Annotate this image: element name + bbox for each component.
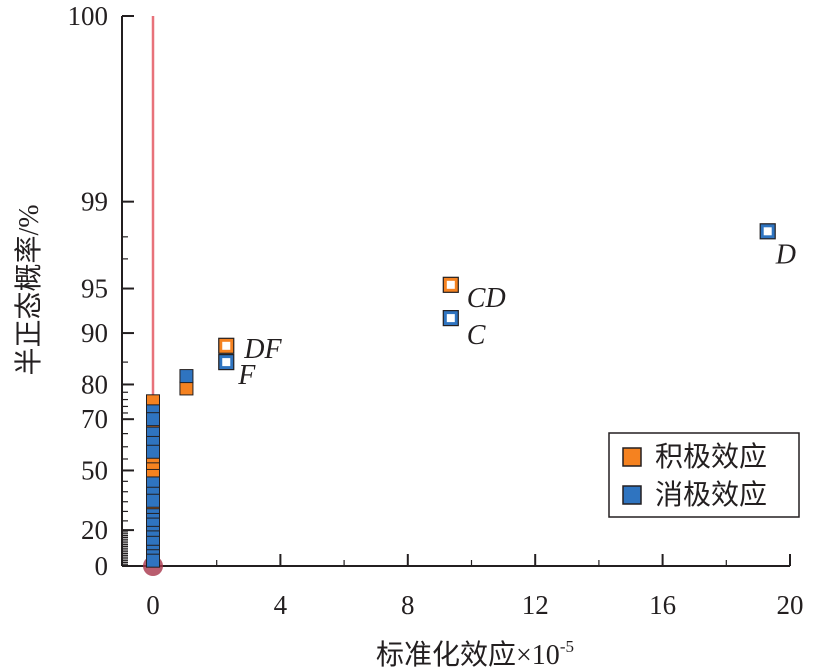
y-tick-label: 20 — [81, 515, 108, 545]
data-point-inner — [446, 280, 455, 289]
x-axis-title-text: 标准化效应 — [376, 639, 516, 671]
axes: 0 20 50 70 80 90 95 99 100 0 4 8 12 16 20 — [68, 1, 804, 620]
x-tick-label: 8 — [401, 590, 415, 620]
data-point-inner — [446, 314, 455, 323]
x-axis-title-unit: ×10 — [516, 640, 560, 671]
y-tick-label: 99 — [81, 187, 108, 217]
data-point — [179, 381, 194, 396]
x-axis-title-exponent: -5 — [560, 637, 574, 656]
y-tick-label: 70 — [81, 404, 108, 434]
y-tick-label: 80 — [81, 369, 108, 399]
x-tick-label: 0 — [146, 590, 160, 620]
legend-label-positive: 积极效应 — [655, 441, 767, 473]
point-label-f: F — [237, 360, 256, 391]
y-tick-label: 95 — [81, 274, 108, 304]
legend: 积极效应 消极效应 — [608, 432, 800, 518]
data-point — [179, 369, 194, 384]
data-point — [146, 412, 160, 427]
legend-swatch-negative — [622, 485, 642, 505]
point-label-c: C — [467, 320, 486, 351]
y-tick-label: 50 — [81, 455, 108, 485]
x-axis-title: 标准化效应×10-5 — [376, 637, 574, 671]
data-point-inner — [222, 341, 231, 350]
y-tick-label: 100 — [68, 1, 109, 31]
point-label-d: D — [775, 239, 796, 270]
x-tick-label: 12 — [522, 590, 549, 620]
data-point-inner — [763, 227, 772, 236]
x-tick-label: 4 — [274, 590, 288, 620]
x-tick-label: 16 — [649, 590, 676, 620]
data-point — [146, 553, 160, 568]
point-label-df: DF — [243, 334, 282, 365]
x-tick-label: 20 — [777, 590, 804, 620]
data-point-inner — [222, 358, 231, 367]
legend-label-negative: 消极效应 — [655, 479, 767, 511]
legend-swatch-positive — [622, 447, 642, 467]
y-axis-title: 半正态概率/% — [13, 204, 45, 375]
data-point — [146, 493, 160, 508]
data-point — [146, 444, 160, 459]
y-tick-label: 90 — [81, 318, 108, 348]
point-label-cd: CD — [467, 283, 506, 314]
points-layer — [146, 223, 776, 568]
y-tick-label: 0 — [95, 551, 109, 581]
